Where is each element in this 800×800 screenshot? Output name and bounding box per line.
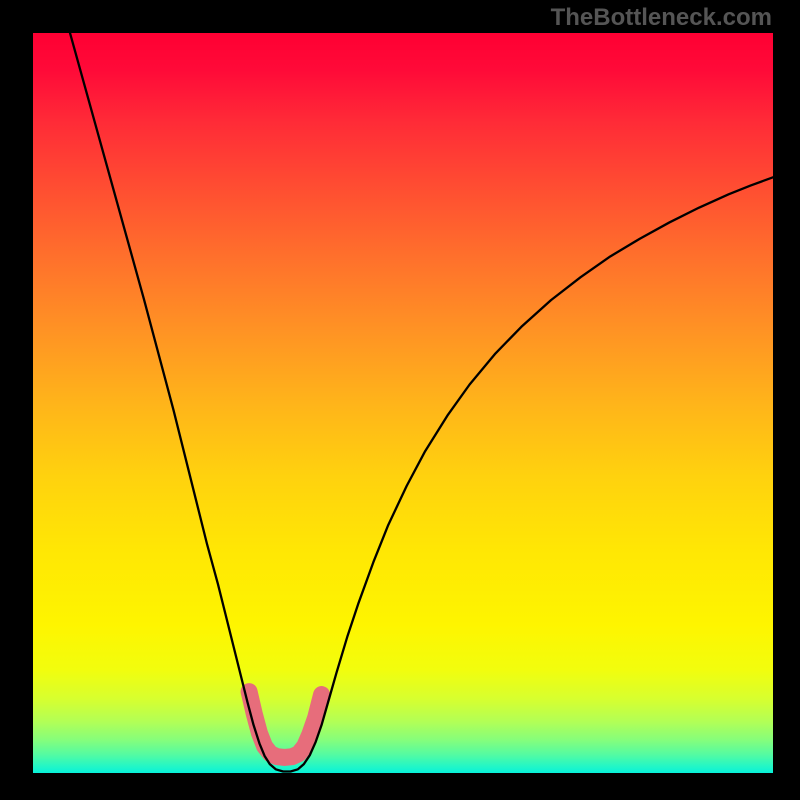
plot-background-gradient — [33, 33, 773, 773]
outer-frame: TheBottleneck.com — [0, 0, 800, 800]
chart-svg — [0, 0, 800, 800]
watermark-text: TheBottleneck.com — [551, 4, 772, 32]
